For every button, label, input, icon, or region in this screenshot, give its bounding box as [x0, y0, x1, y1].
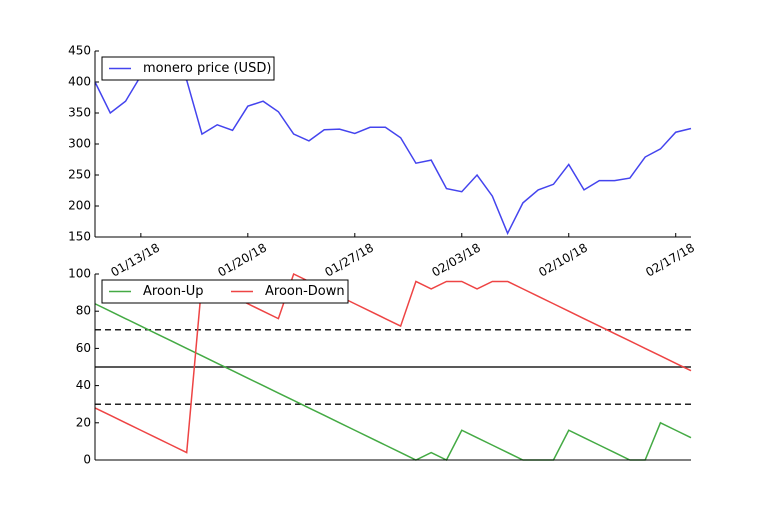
x-tick-label: 02/10/18 — [536, 241, 590, 280]
legend-box — [101, 56, 275, 81]
y-tick-label: 200 — [68, 199, 91, 213]
y-tick-label: 60 — [76, 341, 91, 355]
legend-box — [101, 279, 349, 304]
x-tick-label: 02/03/18 — [429, 241, 483, 280]
x-tick-label: 02/17/18 — [643, 241, 697, 280]
y-tick-label: 0 — [83, 453, 91, 467]
y-tick-label: 350 — [68, 106, 91, 120]
legend-label: Aroon-Down — [265, 284, 345, 299]
y-tick-label: 40 — [76, 378, 91, 392]
legend-label: monero price (USD) — [143, 61, 271, 76]
y-tick-label: 80 — [76, 304, 91, 318]
y-tick-label: 300 — [68, 137, 91, 151]
x-tick-label: 01/20/18 — [215, 241, 269, 280]
series-line — [94, 272, 692, 454]
y-tick-label: 150 — [68, 230, 91, 244]
x-tick-label: 01/27/18 — [322, 241, 376, 280]
y-tick-label: 400 — [68, 75, 91, 89]
y-tick-label: 450 — [68, 44, 91, 58]
y-tick-label: 20 — [76, 415, 91, 429]
legend-label: Aroon-Up — [143, 284, 204, 299]
y-tick-label: 250 — [68, 168, 91, 182]
y-tick-label: 100 — [68, 267, 91, 281]
x-tick-label: 01/13/18 — [108, 241, 162, 280]
series-line — [94, 71, 692, 236]
series-line — [94, 303, 692, 461]
